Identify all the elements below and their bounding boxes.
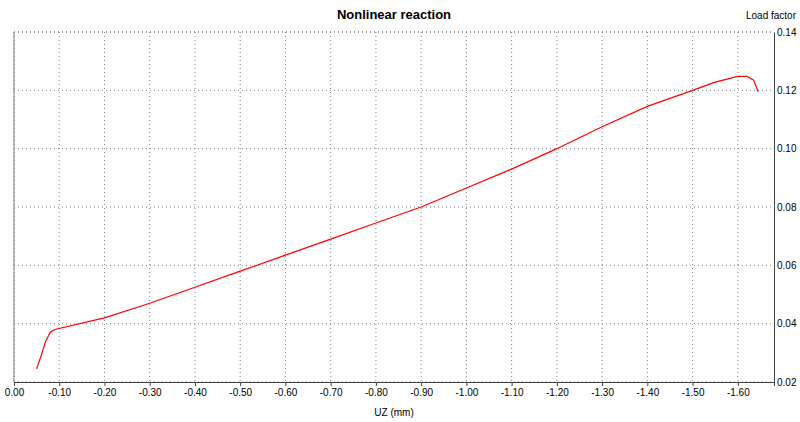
x-tick-mark	[285, 382, 286, 386]
x-tick-label: -1.50	[682, 387, 705, 398]
x-axis-line	[15, 383, 775, 387]
x-tick-mark	[195, 382, 196, 386]
y-tick: 0.02	[774, 377, 797, 388]
x-tick-label: -0.30	[139, 387, 162, 398]
x-tick: -0.60	[275, 382, 298, 398]
y-grid-line	[14, 265, 774, 266]
y-axis: 0.02 0.04 0.06 0.08 0.10 0.12 0.14	[774, 27, 797, 388]
x-tick-label: -0.60	[275, 387, 298, 398]
y-tick-label: 0.06	[777, 260, 797, 271]
x-axis-title: UZ (mm)	[374, 407, 413, 418]
x-grid-line	[511, 32, 512, 382]
x-grid-line	[104, 32, 105, 382]
series-line	[37, 76, 759, 369]
marks	[37, 76, 759, 369]
x-tick: -0.20	[94, 382, 117, 398]
y-tick: 0.10	[774, 143, 797, 154]
x-tick-mark	[150, 382, 151, 386]
x-tick-label: -0.70	[320, 387, 343, 398]
x-tick: -0.10	[48, 382, 71, 398]
y-tick: 0.04	[774, 318, 797, 329]
x-tick-mark	[59, 382, 60, 386]
x-grid-line	[14, 32, 15, 382]
x-grid-line	[692, 32, 693, 382]
y-tick: 0.08	[774, 202, 797, 213]
y-grid-line	[14, 32, 774, 33]
y-axis-line	[774, 33, 775, 383]
x-tick-label: -0.80	[365, 387, 388, 398]
x-tick-mark	[466, 382, 467, 386]
x-tick-mark	[331, 382, 332, 386]
x-tick-mark	[602, 382, 603, 386]
chart: 0.00 -0.10 -0.20 -0.30 -0.40 -0.50 -0.60 -0.70 -…	[0, 0, 800, 422]
x-tick-label: -1.00	[455, 387, 478, 398]
grid	[14, 32, 774, 382]
x-tick: -1.20	[546, 382, 569, 398]
x-grid-line	[556, 32, 557, 382]
x-tick-mark	[512, 382, 513, 386]
y-tick-label: 0.14	[777, 27, 797, 38]
title: Nonlinear reaction	[337, 7, 451, 22]
y-tick-label: 0.08	[777, 202, 797, 213]
x-tick-label: -1.20	[546, 387, 569, 398]
y-tick: 0.12	[774, 85, 797, 96]
x-tick-mark	[647, 382, 648, 386]
x-tick-mark	[376, 382, 377, 386]
frame	[14, 32, 15, 382]
x-grid-line	[240, 32, 241, 382]
x-tick-label: -0.40	[184, 387, 207, 398]
x-tick-label: -1.30	[591, 387, 614, 398]
x-grid-line	[375, 32, 376, 382]
x-tick-label: -0.10	[48, 387, 71, 398]
x-tick: -0.90	[410, 382, 433, 398]
y-tick-label: 0.02	[777, 377, 797, 388]
x-tick-mark	[240, 382, 241, 386]
x-tick-label: -0.90	[410, 387, 433, 398]
x-tick-label: 0.00	[5, 387, 25, 398]
x-tick: -0.70	[320, 382, 343, 398]
x-tick: -1.30	[591, 382, 614, 398]
x-tick: -0.50	[229, 382, 252, 398]
plot: 0.00 -0.10 -0.20 -0.30 -0.40 -0.50 -0.60 -0.70 -…	[5, 27, 797, 398]
y-tick-label: 0.10	[777, 143, 797, 154]
x-tick: -1.10	[501, 382, 524, 398]
x-tick-label: -1.60	[727, 387, 750, 398]
y-grid-line	[14, 323, 774, 324]
x-tick: -0.80	[365, 382, 388, 398]
x-tick: -0.40	[184, 382, 207, 398]
x-tick-label: -0.20	[94, 387, 117, 398]
x-tick-mark	[738, 382, 739, 386]
x-tick: -0.30	[139, 382, 162, 398]
y-tick-label: 0.12	[777, 85, 797, 96]
frame	[14, 32, 774, 33]
y-tick: 0.06	[774, 260, 797, 271]
y-grid-line	[14, 90, 774, 91]
x-axis: 0.00 -0.10 -0.20 -0.30 -0.40 -0.50 -0.60 -0.70 -…	[5, 382, 775, 398]
x-tick: 0.00	[5, 382, 25, 398]
y-tick: 0.14	[774, 27, 797, 38]
y-axis-title: Load factor	[746, 10, 797, 21]
x-tick-label: -1.40	[636, 387, 659, 398]
y-grid-line	[14, 148, 774, 149]
x-tick: -1.40	[636, 382, 659, 398]
x-tick-mark	[557, 382, 558, 386]
x-tick-mark	[104, 382, 105, 386]
x-tick-mark	[14, 382, 15, 386]
y-tick-label: 0.04	[777, 318, 797, 329]
y-grid-line	[14, 207, 774, 208]
x-tick: -1.50	[682, 382, 705, 398]
x-tick: -1.60	[727, 382, 750, 398]
x-tick: -1.00	[455, 382, 478, 398]
x-tick-label: -0.50	[229, 387, 252, 398]
x-tick-mark	[421, 382, 422, 386]
x-tick-label: -1.10	[501, 387, 524, 398]
x-tick-mark	[693, 382, 694, 386]
x-grid-line	[285, 32, 286, 382]
